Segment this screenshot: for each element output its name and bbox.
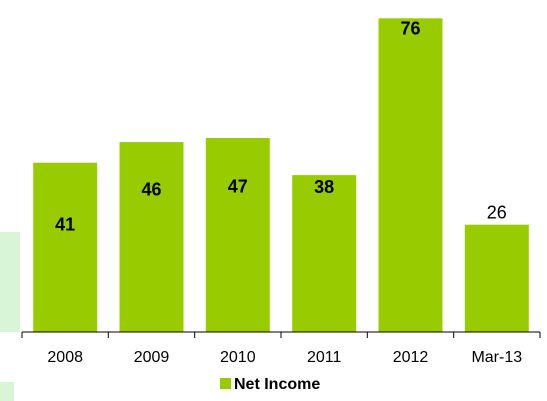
data-label-2008: 41	[55, 214, 75, 234]
x-tick-label-2011: 2011	[307, 349, 342, 366]
legend: Net Income	[220, 376, 320, 393]
bar-2008	[33, 162, 98, 332]
x-tick-labels: 2008 2009 2010 2011 2012 Mar-13	[47, 349, 522, 366]
data-label-mar-13: 26	[487, 203, 507, 223]
bars-group	[33, 18, 529, 333]
bar-2011	[292, 175, 357, 332]
x-tick-label-2008: 2008	[47, 349, 83, 366]
legend-swatch-net-income	[220, 378, 231, 389]
data-label-2012: 76	[400, 18, 420, 38]
legend-label-net-income: Net Income	[234, 376, 320, 393]
x-tick-label-mar-13: Mar-13	[471, 349, 522, 366]
bar-mar-13	[464, 224, 529, 332]
bar-2009	[119, 142, 184, 332]
data-label-2009: 46	[141, 180, 161, 200]
x-axis-ticks	[21, 332, 541, 338]
data-label-2010: 47	[228, 177, 248, 197]
x-tick-label-2009: 2009	[134, 349, 170, 366]
x-tick-label-2012: 2012	[393, 349, 429, 366]
bar-2010	[205, 138, 270, 332]
data-labels-group: 41 46 47 38 76 26	[55, 18, 507, 234]
data-label-2011: 38	[314, 177, 334, 197]
bar-2012	[378, 18, 443, 333]
background-watermark	[0, 232, 20, 401]
x-tick-label-2010: 2010	[220, 349, 256, 366]
